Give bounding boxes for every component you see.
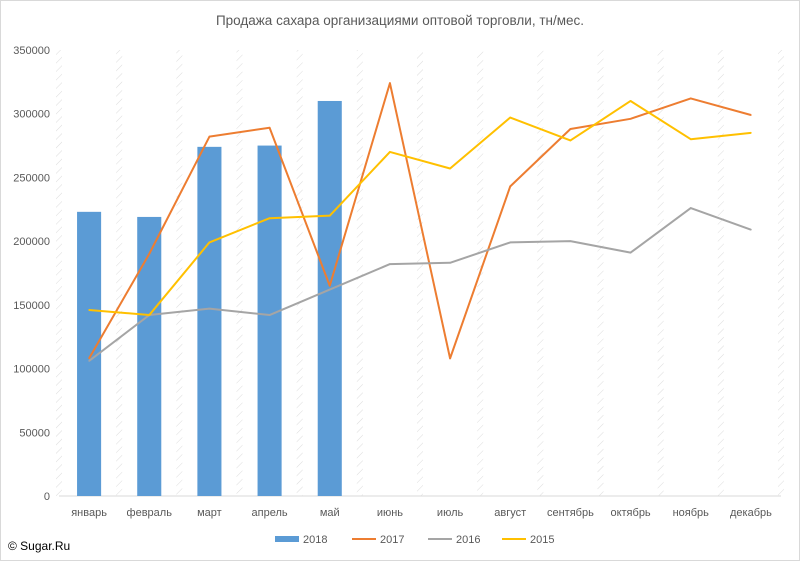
gridline-band <box>236 50 243 496</box>
grid-layer <box>56 50 784 496</box>
gridline-band <box>176 50 183 496</box>
legend-label-2015: 2015 <box>530 534 554 546</box>
x-tick-label: ноябрь <box>673 507 710 519</box>
chart-title: Продажа сахара организациями оптовой тор… <box>215 13 585 28</box>
point-2015-август <box>509 116 512 119</box>
x-tick-label: апрель <box>252 507 288 519</box>
point-2015-октябрь <box>629 100 632 102</box>
bar-2018-май <box>317 100 342 496</box>
legend-swatch-2018 <box>275 536 299 542</box>
gridline-band <box>717 50 724 496</box>
point-2017-апрель <box>268 126 271 129</box>
x-tick-label: июль <box>437 507 464 519</box>
point-2015-февраль <box>148 314 151 316</box>
point-2015-сентябрь <box>569 139 572 142</box>
point-2017-сентябрь <box>569 128 572 130</box>
gridline-band <box>597 50 604 496</box>
point-2016-январь <box>88 360 90 362</box>
gridline-band <box>56 50 62 496</box>
x-tick-label: декабрь <box>730 507 772 519</box>
point-2015-май <box>328 214 331 217</box>
point-2015-декабрь <box>750 132 752 134</box>
gridline-band <box>356 50 363 496</box>
gridline-band <box>417 50 423 496</box>
line-layer <box>88 82 752 362</box>
point-2016-июль <box>449 262 451 264</box>
point-2015-январь <box>88 309 90 311</box>
point-2017-январь <box>88 357 90 360</box>
gridline-band <box>296 50 303 496</box>
y-tick-label: 200000 <box>13 236 50 248</box>
bar-2018-март <box>197 146 222 497</box>
point-2015-март <box>208 241 211 244</box>
point-2016-апрель <box>268 314 271 316</box>
y-tick-label: 100000 <box>13 364 50 376</box>
x-tick-label: май <box>320 507 340 519</box>
point-2017-март <box>208 135 211 138</box>
x-tick-label: июнь <box>377 507 403 519</box>
point-2017-февраль <box>148 253 151 255</box>
y-tick-label: 250000 <box>13 172 50 184</box>
point-2016-март <box>208 307 211 310</box>
point-2017-май <box>328 284 331 287</box>
point-2016-июнь <box>389 263 391 265</box>
y-tick-label: 150000 <box>13 300 50 312</box>
point-2017-август <box>509 185 512 188</box>
series-line-2016 <box>88 207 752 362</box>
point-2016-октябрь <box>629 251 632 254</box>
point-2015-июнь <box>389 151 391 153</box>
bar-2018-апрель <box>257 145 282 497</box>
gridline-band <box>116 50 123 496</box>
y-tick-label: 0 <box>44 491 50 503</box>
gridline-band <box>657 50 664 496</box>
point-2017-ноябрь <box>689 97 692 100</box>
x-tick-label: март <box>197 507 222 519</box>
point-2016-май <box>328 288 331 291</box>
point-2016-сентябрь <box>569 240 572 242</box>
series-line-2015 <box>88 99 752 317</box>
legend-label-2016: 2016 <box>456 534 480 546</box>
gridline-band <box>537 50 544 496</box>
series-line-2017 <box>88 82 752 360</box>
legend: 2018 2017 2016 2015 <box>275 534 554 546</box>
point-2016-декабрь <box>750 228 752 231</box>
bar-2018-февраль <box>137 216 162 496</box>
point-2015-апрель <box>268 217 271 220</box>
y-tick-label: 50000 <box>19 427 50 439</box>
point-2017-октябрь <box>629 118 632 120</box>
x-tick-label: октябрь <box>610 507 650 519</box>
axis-layer: 0 50000 100000 150000 200000 250000 300000 3500… <box>13 45 781 519</box>
point-2017-декабрь <box>750 114 752 116</box>
point-2015-ноябрь <box>689 138 692 140</box>
y-tick-label: 300000 <box>13 109 50 121</box>
gridline-band <box>778 50 784 496</box>
point-2016-ноябрь <box>689 207 692 209</box>
y-tick-label: 350000 <box>13 45 50 57</box>
copyright-credit: © Sugar.Ru <box>8 539 71 553</box>
x-tick-label: август <box>494 507 526 519</box>
x-tick-label: январь <box>71 507 107 519</box>
legend-label-2018: 2018 <box>303 534 327 546</box>
x-tick-label: сентябрь <box>547 507 594 519</box>
point-2015-июль <box>449 167 451 170</box>
point-2016-август <box>509 241 512 244</box>
point-2017-июнь <box>389 82 391 84</box>
legend-label-2017: 2017 <box>380 534 404 546</box>
point-2017-июль <box>449 357 451 360</box>
x-tick-label: февраль <box>127 507 173 519</box>
